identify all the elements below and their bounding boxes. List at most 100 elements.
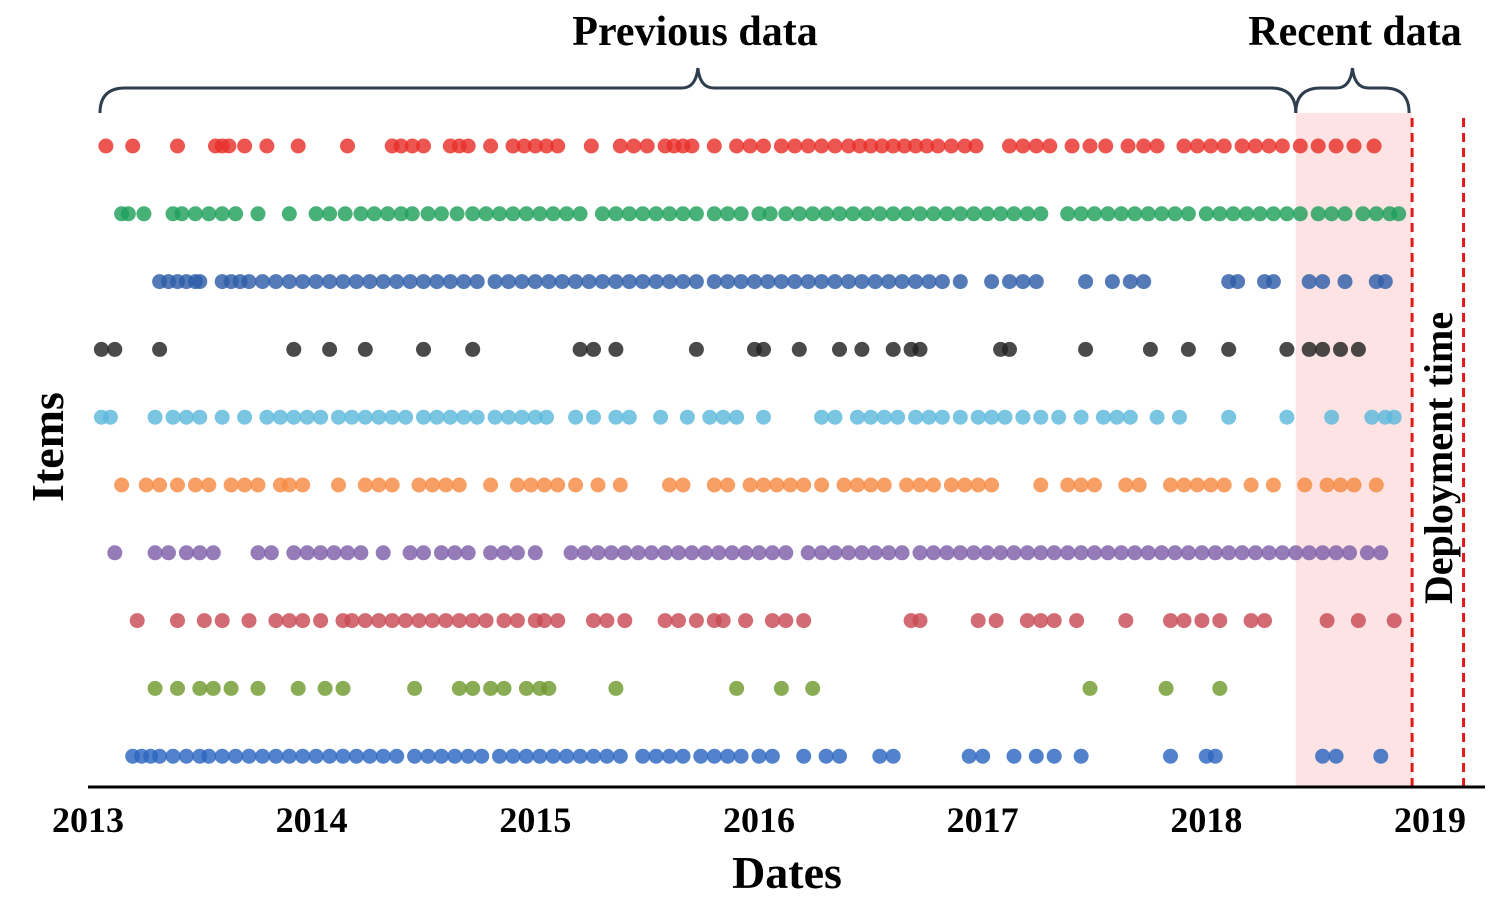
data-point	[845, 206, 861, 222]
data-point	[237, 138, 253, 154]
data-point	[1060, 545, 1076, 561]
data-point	[662, 274, 677, 290]
data-point	[751, 206, 767, 222]
data-point	[827, 274, 843, 290]
data-point	[1189, 477, 1205, 493]
data-point	[742, 477, 758, 493]
data-point	[1328, 138, 1344, 154]
data-point	[223, 477, 239, 493]
data-point	[1216, 138, 1232, 154]
data-point	[255, 274, 270, 290]
data-point	[187, 206, 203, 222]
data-point	[1154, 206, 1170, 222]
data-point	[107, 545, 123, 561]
data-point	[559, 206, 575, 222]
data-point	[268, 274, 284, 290]
data-point	[612, 138, 628, 154]
data-point	[1176, 138, 1192, 154]
data-point	[505, 748, 521, 764]
data-point	[554, 274, 570, 290]
data-point	[756, 341, 771, 357]
data-point	[487, 274, 503, 290]
data-point	[1127, 206, 1143, 222]
data-point	[1265, 274, 1281, 290]
data-point	[331, 477, 346, 493]
data-point	[926, 545, 941, 561]
data-point	[170, 613, 185, 629]
data-point	[527, 274, 543, 290]
data-point	[778, 613, 794, 629]
data-point	[1019, 545, 1035, 561]
data-point	[1203, 138, 1219, 154]
data-point	[286, 409, 302, 425]
data-point	[295, 748, 311, 764]
data-point	[516, 138, 532, 154]
data-point	[966, 206, 982, 222]
data-point	[885, 341, 901, 357]
data-point	[102, 409, 118, 425]
data-point	[836, 477, 852, 493]
data-point	[1225, 206, 1241, 222]
data-point	[1350, 613, 1366, 629]
data-point	[608, 409, 624, 425]
data-point	[357, 409, 373, 425]
data-point	[492, 748, 507, 764]
data-point	[492, 206, 507, 222]
data-point	[496, 613, 512, 629]
data-point	[1194, 613, 1210, 629]
data-point	[250, 477, 266, 493]
data-point	[1051, 409, 1067, 425]
data-point	[1118, 477, 1134, 493]
data-point	[841, 545, 856, 561]
data-point	[1019, 613, 1035, 629]
data-point	[107, 341, 123, 357]
data-point	[814, 138, 830, 154]
data-point	[1006, 748, 1022, 764]
data-point	[496, 680, 512, 696]
data-point	[876, 409, 892, 425]
data-point	[1207, 545, 1223, 561]
data-point	[626, 138, 642, 154]
data-point	[407, 680, 423, 696]
data-point	[416, 274, 431, 290]
data-point	[872, 206, 888, 222]
data-point	[756, 477, 771, 493]
data-point	[885, 138, 901, 154]
data-point	[1368, 206, 1384, 222]
data-point	[896, 138, 912, 154]
data-point	[773, 680, 789, 696]
recent-data-brace	[1294, 67, 1411, 114]
recent-brace-path	[1294, 67, 1411, 114]
data-point	[465, 341, 481, 357]
data-point	[170, 477, 185, 493]
data-point	[760, 274, 776, 290]
data-point	[1230, 274, 1246, 290]
data-point	[496, 545, 512, 561]
data-point	[1366, 138, 1382, 154]
data-point	[858, 206, 874, 222]
data-point	[688, 613, 704, 629]
data-point	[308, 748, 324, 764]
data-point	[447, 748, 463, 764]
data-point	[527, 409, 543, 425]
data-point	[411, 613, 427, 629]
x-axis-label: Dates	[732, 847, 842, 898]
data-point	[997, 409, 1013, 425]
recent-data-shade	[1295, 113, 1413, 787]
data-point	[979, 206, 995, 222]
data-point	[241, 613, 257, 629]
data-point	[693, 748, 709, 764]
data-point	[474, 748, 490, 764]
data-point	[1364, 409, 1380, 425]
data-point	[340, 545, 355, 561]
data-point	[648, 748, 664, 764]
data-point	[671, 613, 686, 629]
data-point	[608, 341, 624, 357]
data-point	[881, 545, 897, 561]
data-point	[447, 545, 463, 561]
data-point	[322, 206, 338, 222]
data-point	[442, 409, 458, 425]
data-point	[161, 545, 176, 561]
data-point	[621, 409, 637, 425]
data-point	[890, 409, 906, 425]
